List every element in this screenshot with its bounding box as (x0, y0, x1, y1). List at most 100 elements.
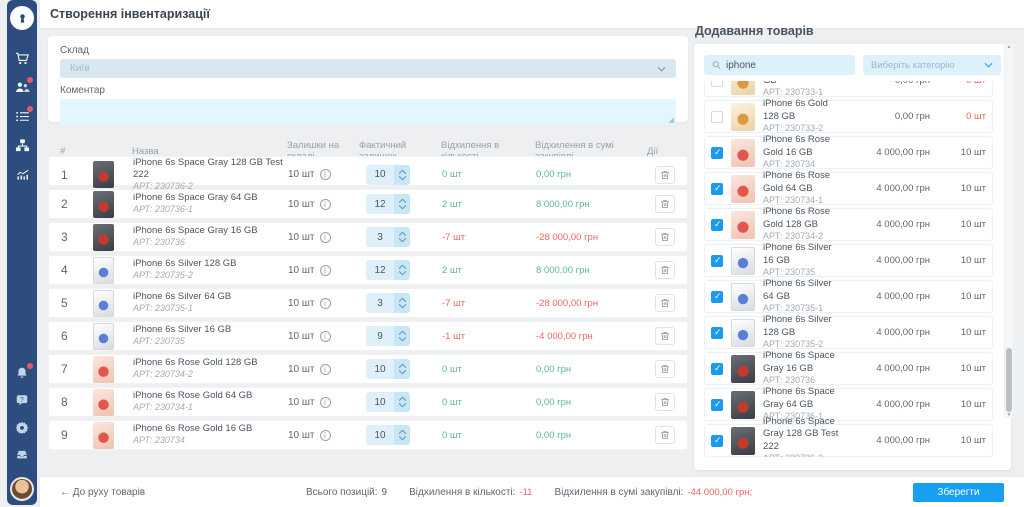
stepper-arrows[interactable] (394, 293, 410, 313)
stepper-value[interactable]: 12 (366, 260, 394, 280)
info-icon[interactable] (319, 198, 331, 210)
quantity-stepper[interactable]: 3 (366, 293, 410, 313)
delete-row-button[interactable] (655, 165, 675, 184)
stepper-arrows[interactable] (394, 425, 410, 445)
analytics-chart-icon[interactable] (14, 166, 30, 182)
product-checkbox[interactable] (711, 110, 723, 123)
stepper-arrows[interactable] (394, 260, 410, 280)
info-icon[interactable] (319, 429, 331, 441)
stepper-value[interactable]: 12 (366, 194, 394, 214)
stepper-arrows[interactable] (394, 392, 410, 412)
stepper-arrows[interactable] (394, 326, 410, 346)
stepper-up-icon (398, 364, 406, 368)
product-name-block: iPhone 6s Silver 128 GB АРТ: 230735-2 (763, 314, 842, 350)
cart-icon[interactable] (14, 50, 30, 66)
product-name: iPhone 6s Gold 128 GB (763, 98, 828, 122)
product-checkbox[interactable] (711, 434, 723, 447)
warehouse-sitemap-icon[interactable] (14, 137, 30, 153)
stepper-value[interactable]: 3 (366, 293, 394, 313)
product-list-item[interactable]: iPhone 6s Space Gray 64 GB АРТ: 230736-1… (704, 386, 993, 421)
stepper-value[interactable]: 10 (366, 425, 394, 445)
trash-icon (661, 431, 669, 439)
product-name-block: iPhone 6s Space Gray 16 GB АРТ: 230736 (133, 225, 288, 248)
product-qty: 10 шт (960, 399, 986, 410)
product-list-item[interactable]: iPhone 6s Rose Gold 64 GB АРТ: 230734-1 … (704, 170, 993, 205)
stepper-arrows[interactable] (394, 227, 410, 247)
product-list-item[interactable]: iPhone 6s Gold 64 GB АРТ: 230733-1 0,00 … (704, 81, 993, 97)
product-checkbox[interactable] (711, 182, 723, 195)
user-avatar[interactable] (10, 477, 34, 501)
quantity-stepper[interactable]: 9 (366, 326, 410, 346)
quantity-stepper[interactable]: 3 (366, 227, 410, 247)
stepper-value[interactable]: 10 (366, 392, 394, 412)
help-icon[interactable]: ? (14, 392, 30, 408)
delete-row-button[interactable] (655, 228, 675, 246)
warehouse-select[interactable]: Київ (60, 59, 676, 78)
delete-row-button[interactable] (655, 195, 675, 213)
info-icon[interactable] (319, 363, 331, 375)
scrollbar-thumb[interactable] (1006, 348, 1012, 412)
product-list-item[interactable]: iPhone 6s Silver 16 GB АРТ: 230735 4 000… (704, 242, 993, 277)
product-checkbox[interactable] (711, 218, 723, 231)
product-list-item[interactable]: iPhone 6s Gold 128 GB АРТ: 230733-2 0,00… (704, 98, 993, 133)
delete-row-button[interactable] (655, 426, 675, 444)
product-sku: АРТ: 230735-2 (763, 339, 824, 349)
product-list-item[interactable]: iPhone 6s Rose Gold 16 GB АРТ: 230734 4 … (704, 134, 993, 170)
product-checkbox[interactable] (711, 254, 723, 267)
product-search[interactable] (704, 55, 855, 75)
quantity-stepper[interactable]: 10 (366, 164, 410, 185)
clients-icon[interactable] (14, 77, 33, 95)
quantity-stepper[interactable]: 12 (366, 260, 410, 280)
inbox-icon[interactable] (14, 446, 30, 462)
quantity-stepper[interactable]: 10 (366, 425, 410, 445)
save-button[interactable]: Зберегти (912, 482, 1004, 502)
stepper-value[interactable]: 3 (366, 227, 394, 247)
scroll-up-icon[interactable]: ▲ (1006, 44, 1012, 50)
category-select[interactable]: Виберіть категорію (863, 55, 1001, 75)
product-name-block: iPhone 6s Space Gray 16 GB АРТ: 230736 (763, 350, 842, 386)
product-list-item[interactable]: iPhone 6s Space Gray 16 GB АРТ: 230736 4… (704, 350, 993, 386)
product-list-item[interactable]: iPhone 6s Silver 64 GB АРТ: 230735-1 4 0… (704, 278, 993, 313)
stepper-value[interactable]: 9 (366, 326, 394, 346)
product-checkbox[interactable] (711, 146, 723, 159)
stepper-arrows[interactable] (394, 164, 410, 185)
product-checkbox[interactable] (711, 81, 723, 87)
quantity-stepper[interactable]: 10 (366, 359, 410, 379)
stepper-arrows[interactable] (394, 194, 410, 214)
notifications-bell-icon[interactable] (14, 363, 33, 381)
product-checkbox[interactable] (711, 362, 723, 375)
info-icon[interactable] (319, 231, 331, 243)
panel-scrollbar[interactable]: ▲ ▼ (1004, 44, 1013, 418)
product-sku: АРТ: 230736-1 (763, 411, 824, 421)
product-checkbox[interactable] (711, 326, 723, 339)
app-logo-lock-icon[interactable] (10, 6, 34, 30)
scroll-down-icon[interactable]: ▼ (1006, 412, 1012, 418)
quantity-stepper[interactable]: 10 (366, 392, 410, 412)
product-name-block: iPhone 6s Rose Gold 16 GB АРТ: 230734 (763, 134, 842, 170)
comment-textarea[interactable] (60, 99, 676, 125)
delete-row-button[interactable] (655, 360, 675, 378)
stepper-arrows[interactable] (394, 359, 410, 379)
stepper-value[interactable]: 10 (366, 359, 394, 379)
info-icon[interactable] (319, 264, 331, 276)
product-checkbox[interactable] (711, 398, 723, 411)
info-icon[interactable] (319, 396, 331, 408)
product-list-item[interactable]: iPhone 6s Rose Gold 128 GB АРТ: 230734-2… (704, 206, 993, 241)
delete-row-button[interactable] (655, 261, 675, 279)
stepper-value[interactable]: 10 (366, 164, 394, 185)
quantity-stepper[interactable]: 12 (366, 194, 410, 214)
orders-list-icon[interactable] (14, 106, 33, 124)
delete-row-button[interactable] (655, 393, 675, 411)
search-input[interactable] (725, 59, 847, 71)
info-icon[interactable] (319, 169, 331, 180)
product-list-item[interactable]: iPhone 6s Silver 128 GB АРТ: 230735-2 4 … (704, 314, 993, 350)
product-list-item[interactable]: iPhone 6s Space Gray 128 GB Test 222 АРТ… (704, 416, 993, 457)
back-to-goods-link[interactable]: ← До руху товарів (60, 486, 146, 498)
product-name: iPhone 6s Rose Gold 64 GB (763, 170, 831, 194)
settings-gear-icon[interactable] (14, 419, 30, 435)
info-icon[interactable] (319, 297, 331, 309)
delete-row-button[interactable] (655, 294, 675, 312)
delete-row-button[interactable] (655, 327, 675, 345)
product-checkbox[interactable] (711, 290, 723, 303)
info-icon[interactable] (319, 330, 331, 342)
